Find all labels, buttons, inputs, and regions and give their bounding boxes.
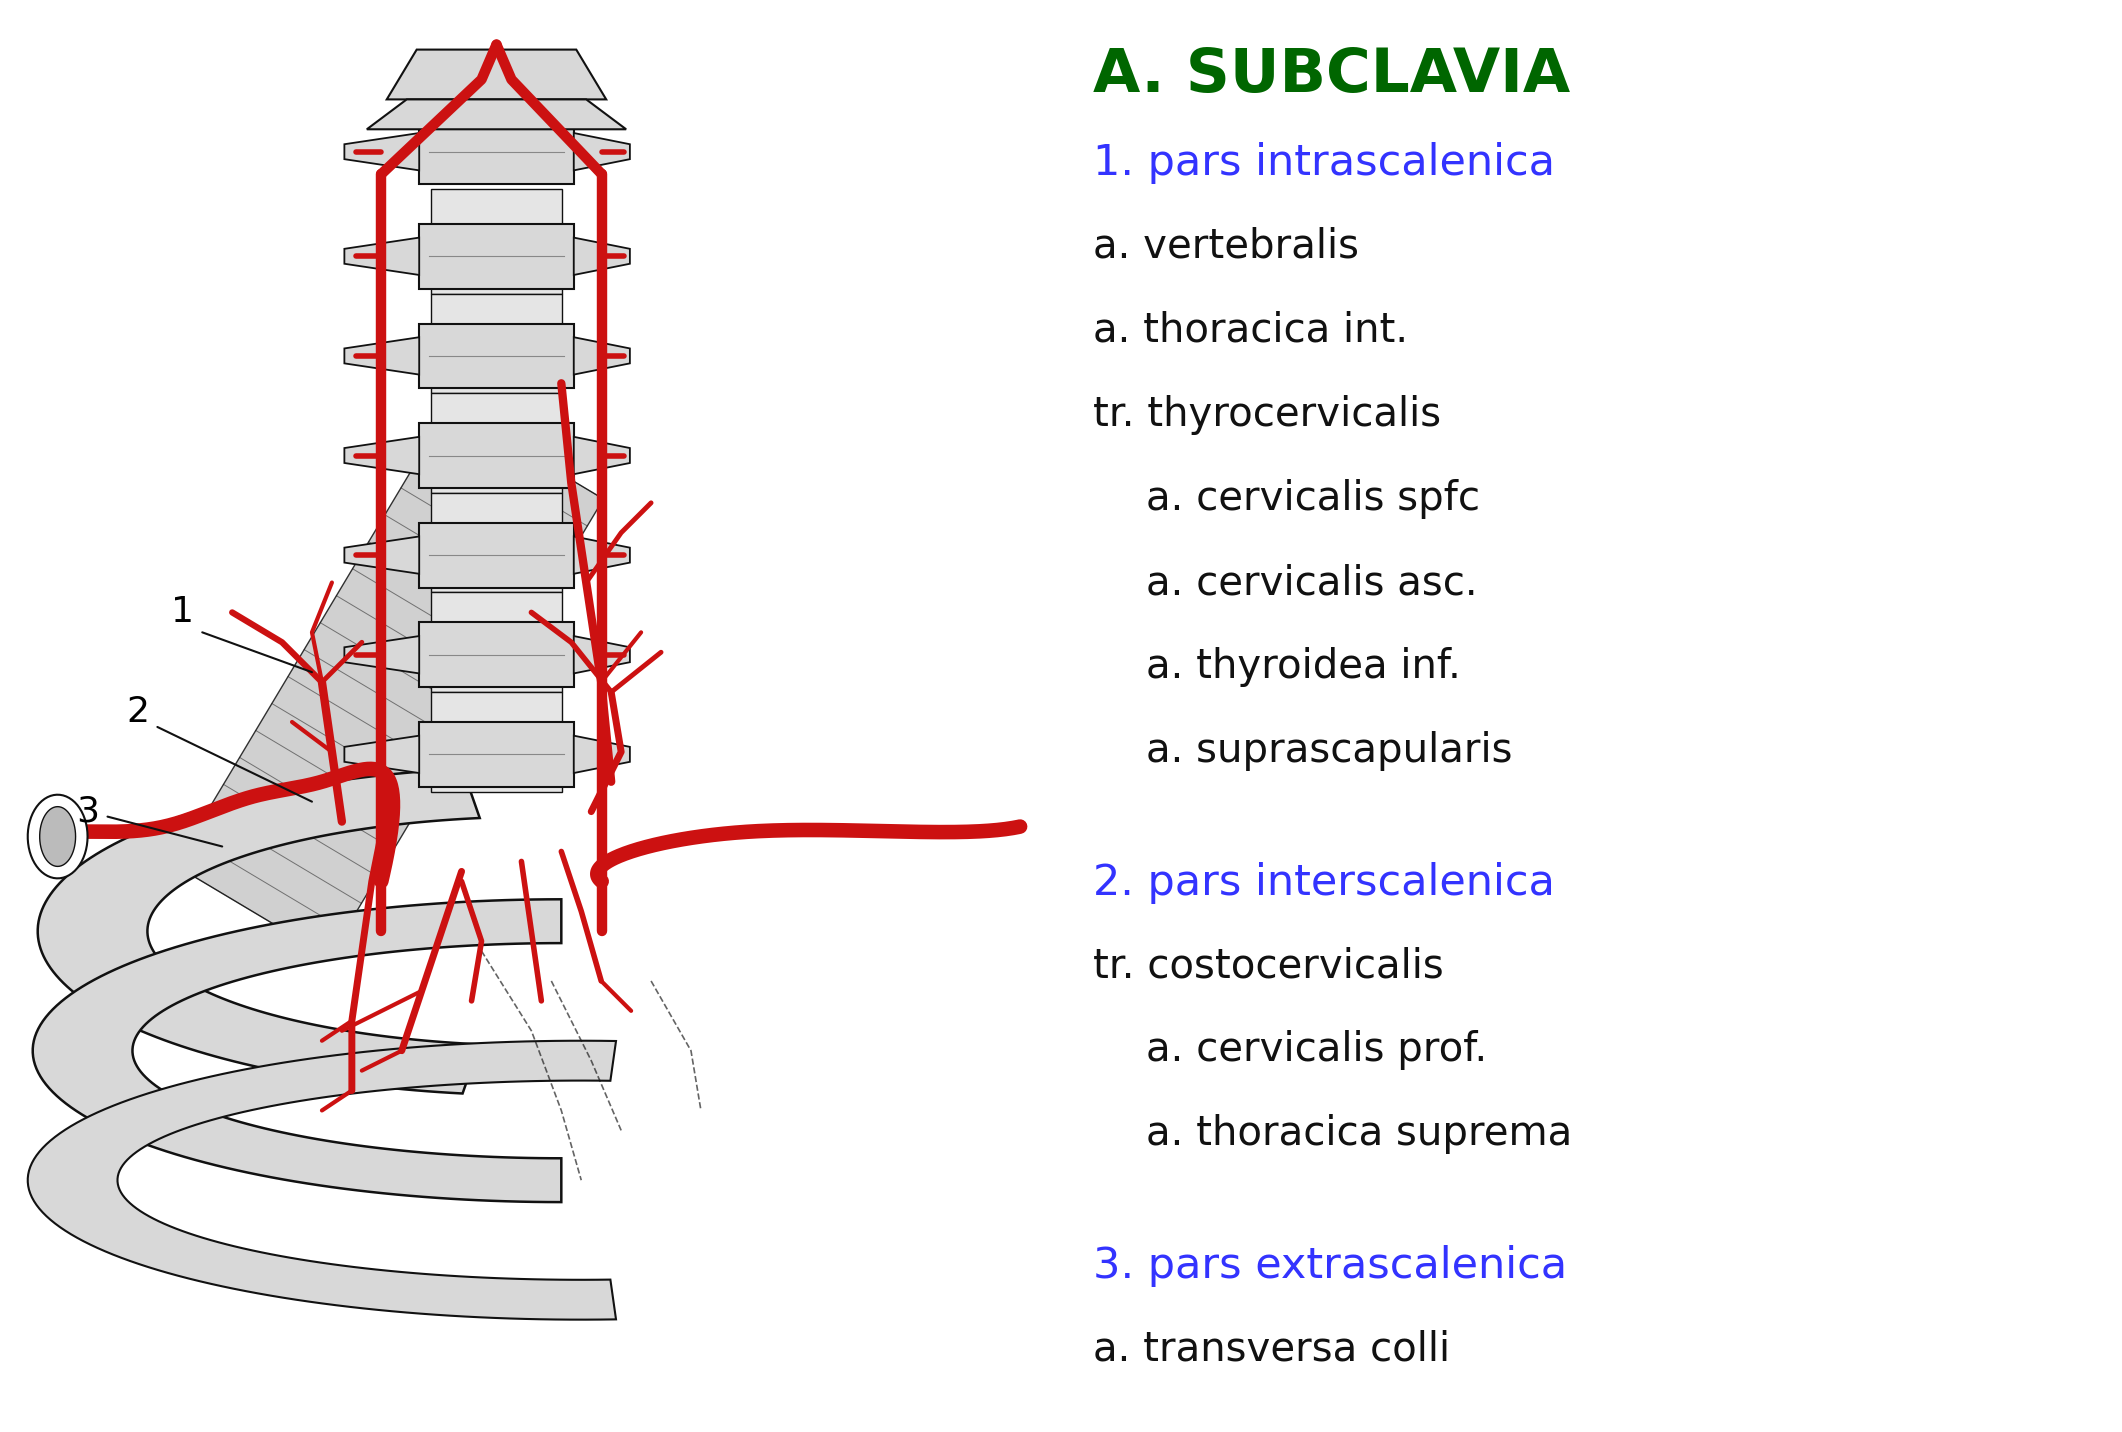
Polygon shape (386, 50, 607, 99)
Text: A. SUBCLAVIA: A. SUBCLAVIA (1093, 46, 1570, 105)
Text: 2: 2 (125, 695, 149, 729)
Polygon shape (573, 636, 630, 673)
Polygon shape (420, 523, 573, 587)
Polygon shape (431, 189, 562, 294)
Polygon shape (573, 736, 630, 773)
Text: 1. pars intrascalenica: 1. pars intrascalenica (1093, 142, 1555, 185)
Text: 1: 1 (170, 596, 193, 630)
Polygon shape (573, 238, 630, 275)
Text: a. suprascapularis: a. suprascapularis (1146, 732, 1513, 772)
Polygon shape (32, 899, 562, 1201)
Polygon shape (28, 795, 87, 878)
Polygon shape (344, 133, 420, 170)
Text: a. thoracica int.: a. thoracica int. (1093, 311, 1407, 351)
Polygon shape (344, 636, 420, 673)
Text: 3: 3 (76, 795, 100, 829)
Polygon shape (573, 133, 630, 170)
Polygon shape (367, 99, 626, 129)
Polygon shape (573, 337, 630, 375)
Polygon shape (344, 337, 420, 375)
Polygon shape (38, 769, 480, 1094)
Polygon shape (344, 437, 420, 474)
Polygon shape (420, 324, 573, 388)
Polygon shape (420, 223, 573, 289)
Text: a. transversa colli: a. transversa colli (1093, 1329, 1449, 1369)
Polygon shape (431, 294, 562, 394)
Polygon shape (28, 1041, 615, 1320)
Text: 3. pars extrascalenica: 3. pars extrascalenica (1093, 1244, 1566, 1287)
Polygon shape (431, 394, 562, 493)
Text: a. vertebralis: a. vertebralis (1093, 226, 1358, 266)
Text: tr. costocervicalis: tr. costocervicalis (1093, 947, 1443, 987)
Polygon shape (573, 437, 630, 474)
Text: a. cervicalis asc.: a. cervicalis asc. (1146, 563, 1477, 603)
Text: a. cervicalis spfc: a. cervicalis spfc (1146, 478, 1479, 518)
Polygon shape (573, 537, 630, 574)
Polygon shape (420, 119, 573, 185)
Polygon shape (431, 493, 562, 593)
Polygon shape (431, 692, 562, 792)
Polygon shape (420, 623, 573, 687)
Polygon shape (176, 407, 603, 957)
Text: 2. pars interscalenica: 2. pars interscalenica (1093, 862, 1555, 904)
Polygon shape (420, 422, 573, 488)
Text: a. thoracica suprema: a. thoracica suprema (1146, 1114, 1572, 1154)
Text: tr. thyrocervicalis: tr. thyrocervicalis (1093, 395, 1441, 435)
Text: a. cervicalis prof.: a. cervicalis prof. (1146, 1030, 1488, 1070)
Polygon shape (431, 593, 562, 692)
Polygon shape (344, 736, 420, 773)
Text: a. thyroidea inf.: a. thyroidea inf. (1146, 647, 1460, 687)
Polygon shape (344, 238, 420, 275)
Polygon shape (344, 537, 420, 574)
Polygon shape (40, 806, 76, 866)
Polygon shape (420, 722, 573, 786)
